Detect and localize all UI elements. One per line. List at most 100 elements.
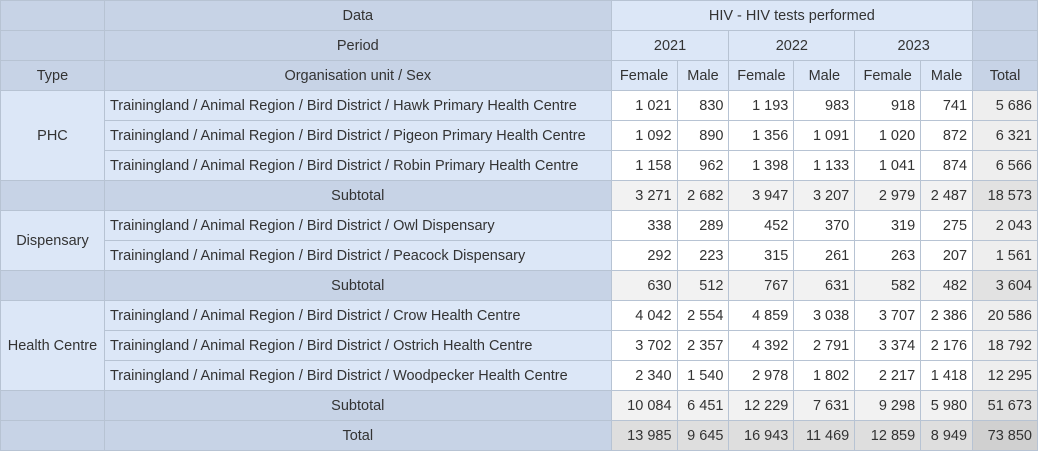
value-cell[interactable]: 962: [676, 150, 730, 181]
value-cell[interactable]: 3 707: [854, 300, 922, 331]
value-cell[interactable]: 741: [920, 90, 974, 121]
orgunit-label[interactable]: Trainingland / Animal Region / Bird Dist…: [103, 300, 612, 331]
value-cell[interactable]: 1 540: [676, 360, 730, 391]
period-dimension-label[interactable]: Period: [103, 30, 612, 61]
value-cell[interactable]: 874: [920, 150, 974, 181]
subtotal-value-cell[interactable]: 512: [676, 270, 730, 301]
grand-total-value-cell[interactable]: 9 645: [676, 420, 730, 451]
value-cell[interactable]: 830: [676, 90, 730, 121]
subtotal-value-cell[interactable]: 7 631: [793, 390, 856, 421]
grand-total-value-cell[interactable]: 16 943: [728, 420, 795, 451]
value-cell[interactable]: 2 357: [676, 330, 730, 361]
sex-header-female[interactable]: Female: [854, 60, 922, 91]
value-cell[interactable]: 1 091: [793, 120, 856, 151]
subtotal-value-cell[interactable]: 631: [793, 270, 856, 301]
subtotal-value-cell[interactable]: 630: [610, 270, 678, 301]
value-cell[interactable]: 452: [728, 210, 795, 241]
subtotal-value-cell[interactable]: 2 979: [854, 180, 922, 211]
row-total-cell[interactable]: 6 566: [972, 150, 1038, 181]
row-total-cell[interactable]: 2 043: [972, 210, 1038, 241]
subtotal-value-cell[interactable]: 10 084: [610, 390, 678, 421]
value-cell[interactable]: 315: [728, 240, 795, 271]
value-cell[interactable]: 289: [676, 210, 730, 241]
value-cell[interactable]: 983: [793, 90, 856, 121]
value-cell[interactable]: 890: [676, 120, 730, 151]
orgunit-label[interactable]: Trainingland / Animal Region / Bird Dist…: [103, 360, 612, 391]
value-cell[interactable]: 1 193: [728, 90, 795, 121]
value-cell[interactable]: 918: [854, 90, 922, 121]
row-total-cell[interactable]: 5 686: [972, 90, 1038, 121]
value-cell[interactable]: 338: [610, 210, 678, 241]
year-header-2021[interactable]: 2021: [610, 30, 730, 61]
value-cell[interactable]: 1 041: [854, 150, 922, 181]
value-cell[interactable]: 3 374: [854, 330, 922, 361]
value-cell[interactable]: 1 133: [793, 150, 856, 181]
sex-header-female[interactable]: Female: [728, 60, 795, 91]
value-cell[interactable]: 1 418: [920, 360, 974, 391]
value-cell[interactable]: 1 802: [793, 360, 856, 391]
orgunit-sex-dimension-label[interactable]: Organisation unit / Sex: [103, 60, 612, 91]
value-cell[interactable]: 4 042: [610, 300, 678, 331]
value-cell[interactable]: 4 859: [728, 300, 795, 331]
value-cell[interactable]: 2 340: [610, 360, 678, 391]
value-cell[interactable]: 872: [920, 120, 974, 151]
indicator-header[interactable]: HIV - HIV tests performed: [610, 0, 974, 31]
row-total-cell[interactable]: 12 295: [972, 360, 1038, 391]
type-group-label[interactable]: Health Centre: [0, 300, 105, 391]
sex-header-male[interactable]: Male: [920, 60, 974, 91]
orgunit-label[interactable]: Trainingland / Animal Region / Bird Dist…: [103, 120, 612, 151]
subtotal-total-cell[interactable]: 3 604: [972, 270, 1038, 301]
value-cell[interactable]: 292: [610, 240, 678, 271]
row-total-cell[interactable]: 1 561: [972, 240, 1038, 271]
type-group-label[interactable]: PHC: [0, 90, 105, 181]
value-cell[interactable]: 207: [920, 240, 974, 271]
value-cell[interactable]: 1 021: [610, 90, 678, 121]
value-cell[interactable]: 3 702: [610, 330, 678, 361]
value-cell[interactable]: 1 020: [854, 120, 922, 151]
year-header-2022[interactable]: 2022: [728, 30, 856, 61]
sex-header-male[interactable]: Male: [676, 60, 730, 91]
value-cell[interactable]: 2 978: [728, 360, 795, 391]
type-group-label[interactable]: Dispensary: [0, 210, 105, 271]
subtotal-value-cell[interactable]: 2 487: [920, 180, 974, 211]
value-cell[interactable]: 223: [676, 240, 730, 271]
subtotal-value-cell[interactable]: 3 207: [793, 180, 856, 211]
sex-header-male[interactable]: Male: [793, 60, 856, 91]
grand-total-cell[interactable]: 73 850: [972, 420, 1038, 451]
grand-total-value-cell[interactable]: 8 949: [920, 420, 974, 451]
subtotal-value-cell[interactable]: 2 682: [676, 180, 730, 211]
value-cell[interactable]: 275: [920, 210, 974, 241]
value-cell[interactable]: 2 176: [920, 330, 974, 361]
value-cell[interactable]: 1 398: [728, 150, 795, 181]
subtotal-total-cell[interactable]: 18 573: [972, 180, 1038, 211]
value-cell[interactable]: 1 356: [728, 120, 795, 151]
value-cell[interactable]: 4 392: [728, 330, 795, 361]
value-cell[interactable]: 2 386: [920, 300, 974, 331]
value-cell[interactable]: 261: [793, 240, 856, 271]
value-cell[interactable]: 319: [854, 210, 922, 241]
subtotal-value-cell[interactable]: 482: [920, 270, 974, 301]
value-cell[interactable]: 263: [854, 240, 922, 271]
row-total-cell[interactable]: 18 792: [972, 330, 1038, 361]
subtotal-total-cell[interactable]: 51 673: [972, 390, 1038, 421]
value-cell[interactable]: 1 092: [610, 120, 678, 151]
year-header-2023[interactable]: 2023: [854, 30, 974, 61]
row-total-cell[interactable]: 6 321: [972, 120, 1038, 151]
subtotal-value-cell[interactable]: 5 980: [920, 390, 974, 421]
orgunit-label[interactable]: Trainingland / Animal Region / Bird Dist…: [103, 240, 612, 271]
grand-total-value-cell[interactable]: 12 859: [854, 420, 922, 451]
value-cell[interactable]: 1 158: [610, 150, 678, 181]
value-cell[interactable]: 3 038: [793, 300, 856, 331]
value-cell[interactable]: 370: [793, 210, 856, 241]
orgunit-label[interactable]: Trainingland / Animal Region / Bird Dist…: [103, 330, 612, 361]
subtotal-value-cell[interactable]: 582: [854, 270, 922, 301]
subtotal-value-cell[interactable]: 9 298: [854, 390, 922, 421]
sex-header-female[interactable]: Female: [610, 60, 678, 91]
type-dimension-label[interactable]: Type: [0, 60, 105, 91]
grand-total-value-cell[interactable]: 13 985: [610, 420, 678, 451]
value-cell[interactable]: 2 217: [854, 360, 922, 391]
data-dimension-label[interactable]: Data: [103, 0, 612, 31]
orgunit-label[interactable]: Trainingland / Animal Region / Bird Dist…: [103, 90, 612, 121]
subtotal-value-cell[interactable]: 3 947: [728, 180, 795, 211]
subtotal-value-cell[interactable]: 3 271: [610, 180, 678, 211]
